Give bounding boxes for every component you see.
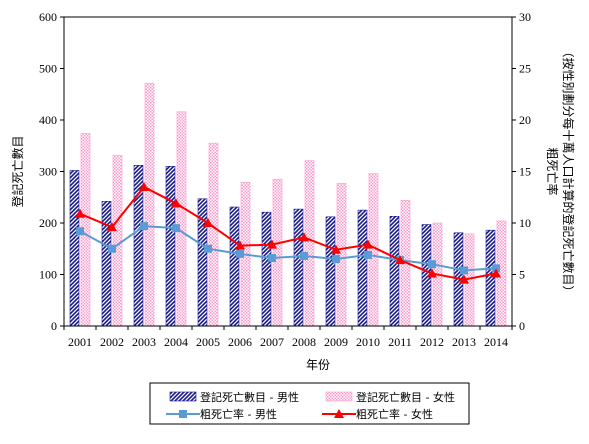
point-male-rate-2001: [76, 227, 84, 236]
axes: 0 100 200 300 400 500 600 0 5 10 15 20 25 30 2001 2002 2…: [10, 10, 576, 372]
x-tick-label: 2013: [452, 335, 476, 349]
series-line-male-rate: [79, 225, 497, 272]
legend-label: 登記死亡數目 - 女性: [356, 390, 455, 404]
bar-female-2005: [208, 142, 219, 327]
x-tick-label: 2004: [164, 335, 188, 349]
point-female-rate-2007: [267, 239, 277, 249]
y2-tick-label: 5: [519, 268, 525, 282]
point-male-rate-2005: [204, 244, 212, 253]
bar-male-2002: [101, 201, 112, 327]
y2-axis-title-line: （按性別劃分每十萬人口計算的登記死亡數目）: [561, 45, 576, 297]
y-tick-label: 0: [51, 319, 57, 333]
legend-swatch: [169, 391, 197, 402]
y-tick-label: 100: [39, 268, 57, 282]
bar-female-2002: [112, 155, 123, 327]
point-female-rate-2003: [139, 181, 149, 191]
y2-axis-title-line: 粗死亡率: [545, 147, 560, 195]
y-axis-title: 登記死亡數目: [10, 135, 25, 207]
point-male-rate-2013: [460, 266, 468, 275]
bar-male-2011: [389, 216, 400, 327]
point-female-rate-2014: [491, 268, 501, 278]
point-male-rate-2006: [236, 249, 244, 258]
x-tick-label: 2005: [196, 335, 220, 349]
plot-frame: [63, 16, 513, 327]
point-male-rate-2009: [332, 255, 340, 264]
series-line-female-rate: [79, 185, 497, 281]
point-female-rate-2011: [395, 255, 405, 265]
bar-male-2007: [261, 211, 272, 327]
y2-tick-label: 0: [519, 319, 525, 333]
bar-female-2004: [176, 111, 187, 327]
x-tick-label: 2010: [356, 335, 380, 349]
y-tick-label: 500: [39, 62, 57, 76]
point-female-rate-2002: [107, 222, 117, 232]
bar-female-2007: [272, 178, 283, 327]
bar-female-2009: [336, 183, 347, 327]
legend-marker: [179, 410, 187, 418]
legend-label: 粗死亡率 - 男性: [200, 407, 277, 421]
x-axis-title: 年份: [306, 358, 330, 372]
bar-male-2010: [357, 209, 368, 327]
point-female-rate-2013: [459, 274, 469, 284]
bar-male-2004: [165, 166, 176, 327]
y2-tick-label: 25: [519, 62, 531, 76]
y-tick-label: 400: [39, 113, 57, 127]
y2-tick-label: 20: [519, 113, 531, 127]
point-female-rate-2012: [427, 268, 437, 278]
bar-male-2014: [485, 229, 496, 327]
bar-female-2003: [144, 83, 155, 327]
bar-male-2009: [325, 216, 336, 327]
y2-tick-label: 10: [519, 216, 531, 230]
y-tick-label: 300: [39, 165, 57, 179]
point-female-rate-2009: [331, 244, 341, 254]
y-tick-label: 200: [39, 216, 57, 230]
x-tick-label: 2014: [484, 335, 508, 349]
point-female-rate-2010: [363, 239, 373, 249]
point-male-rate-2010: [364, 250, 372, 259]
legend-label: 粗死亡率 - 女性: [356, 407, 433, 421]
bar-male-2001: [69, 170, 80, 327]
x-tick-label: 2008: [292, 335, 316, 349]
point-female-rate-2004: [171, 198, 181, 208]
point-male-rate-2012: [428, 260, 436, 269]
legend-box: [149, 382, 470, 425]
x-tick-label: 2002: [100, 335, 124, 349]
bar-male-2008: [293, 208, 304, 327]
bar-female-2008: [304, 160, 315, 327]
y-tick-label: 600: [39, 10, 57, 24]
x-tick-label: 2006: [228, 335, 252, 349]
x-tick-label: 2007: [260, 335, 284, 349]
x-tick-label: 2003: [132, 335, 156, 349]
point-male-rate-2008: [300, 251, 308, 260]
point-female-rate-2008: [299, 232, 309, 242]
bar-male-2006: [229, 206, 240, 327]
point-male-rate-2002: [108, 244, 116, 253]
x-tick-label: 2011: [388, 335, 412, 349]
x-tick-label: 2012: [420, 335, 444, 349]
point-male-rate-2003: [140, 222, 148, 231]
point-male-rate-2007: [268, 254, 276, 263]
x-tick-label: 2009: [324, 335, 348, 349]
y2-tick-label: 30: [519, 10, 531, 24]
point-male-rate-2014: [492, 264, 500, 273]
x-tick-label: 2001: [68, 335, 92, 349]
point-female-rate-2005: [203, 218, 213, 227]
plot-area: [69, 83, 507, 327]
y2-tick-label: 15: [519, 165, 531, 179]
legend-label: 登記死亡數目 - 男性: [200, 390, 299, 404]
point-female-rate-2001: [75, 208, 85, 218]
legend-swatch: [325, 391, 353, 402]
point-male-rate-2004: [172, 224, 180, 233]
point-female-rate-2006: [235, 240, 245, 250]
legend-marker: [334, 409, 344, 418]
